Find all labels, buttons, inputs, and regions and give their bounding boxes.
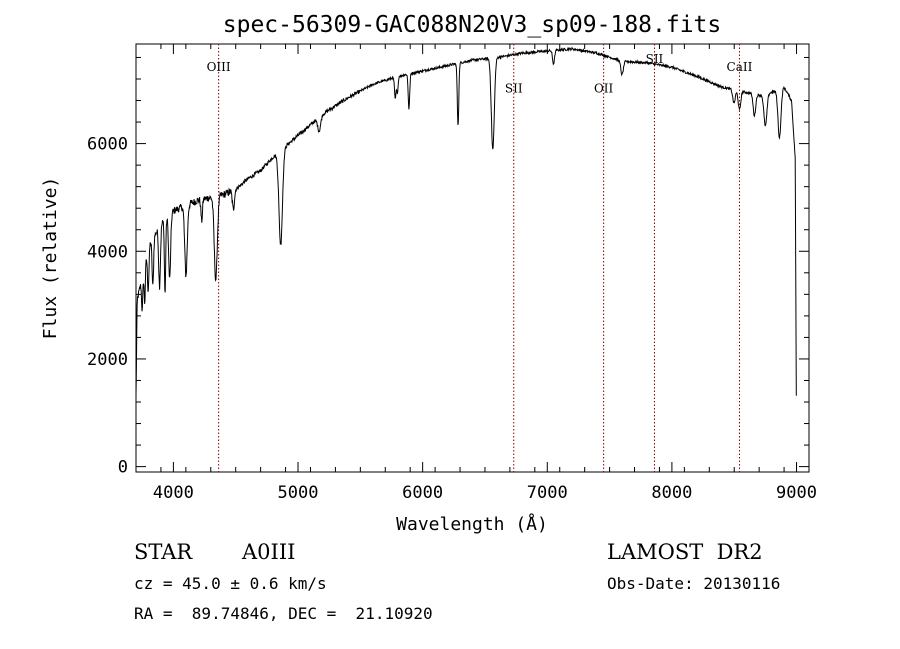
object-type: STAR bbox=[134, 540, 193, 564]
y-tick-label: 6000 bbox=[87, 135, 128, 155]
chart-title: spec-56309-GAC088N20V3_sp09-188.fits bbox=[223, 12, 722, 38]
y-axis-label: Flux (relative) bbox=[40, 177, 61, 340]
x-tick-label: 4000 bbox=[153, 483, 194, 503]
spectrum-series-line bbox=[135, 46, 797, 396]
survey-name: LAMOST DR2 bbox=[607, 540, 763, 564]
x-tick-label: 6000 bbox=[402, 483, 443, 503]
axis-ticks bbox=[135, 44, 810, 472]
spectral-line-label: CaII bbox=[727, 60, 753, 74]
observation-date: Obs-Date: 20130116 bbox=[607, 574, 781, 593]
redshift-cz: cz = 45.0 ± 0.6 km/s bbox=[134, 574, 327, 593]
spectral-line-label: SII bbox=[505, 81, 523, 95]
x-tick-label: 9000 bbox=[776, 483, 817, 503]
spectral-class: A0III bbox=[242, 540, 296, 564]
ra-dec-coordinates: RA = 89.74846, DEC = 21.10920 bbox=[134, 604, 433, 623]
y-tick-label: 4000 bbox=[87, 242, 128, 262]
x-tick-label: 5000 bbox=[278, 483, 319, 503]
plot-frame bbox=[135, 43, 810, 473]
y-tick-label: 2000 bbox=[87, 350, 128, 370]
x-tick-label: 8000 bbox=[651, 483, 692, 503]
spectral-line-label: OIII bbox=[207, 60, 231, 74]
x-axis-label: Wavelength (Å) bbox=[396, 513, 548, 535]
axis-tick-labels: 4000 5000 6000 7000 8000 9000 0 2000 4000 6000 bbox=[87, 135, 817, 503]
spectral-line-label: OII bbox=[594, 81, 614, 95]
x-tick-label: 7000 bbox=[527, 483, 568, 503]
y-tick-label: 0 bbox=[118, 458, 128, 478]
